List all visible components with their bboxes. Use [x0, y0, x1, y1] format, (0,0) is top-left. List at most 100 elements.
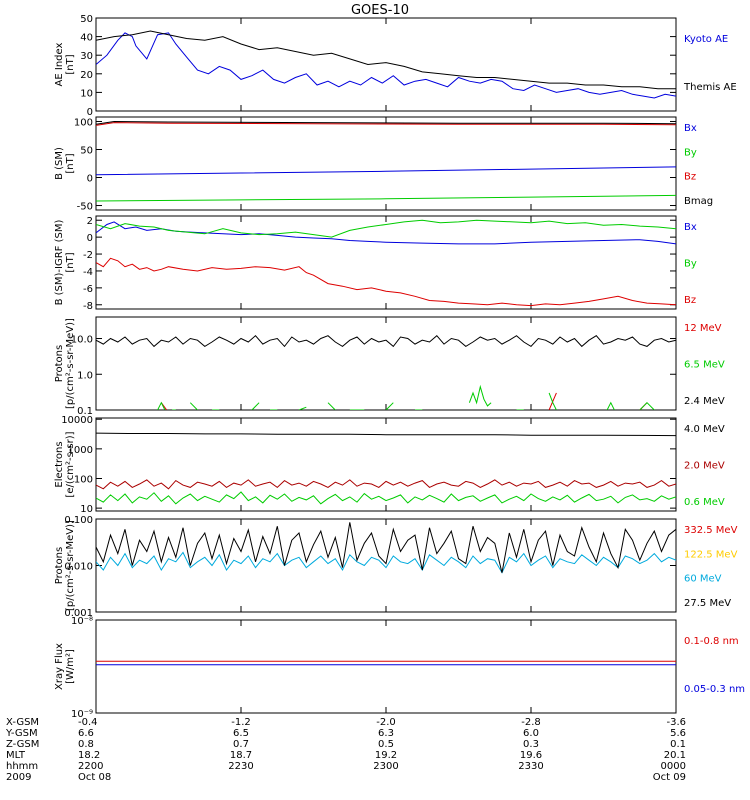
- y-tick-label: -6: [83, 284, 93, 295]
- y-axis-label: Xray Flux: [54, 643, 65, 690]
- y-tick-label: 30: [80, 51, 93, 62]
- y-axis-label: Protons: [54, 345, 65, 382]
- x-axis-value: 6.3: [378, 728, 394, 739]
- panel-frame: [95, 619, 677, 714]
- y-axis-label: AE Index: [54, 42, 65, 86]
- series-6-5-mev-line: [189, 402, 198, 410]
- x-axis-value: 6.6: [78, 728, 94, 739]
- x-axis-row-label: hhmm: [6, 761, 38, 772]
- series-group: [96, 660, 676, 666]
- legend-label: 2.4 MeV: [684, 396, 725, 407]
- x-axis-value: 2230: [228, 761, 253, 772]
- legend-label: 0.05-0.3 nm: [684, 684, 745, 695]
- x-axis-value: 18.7: [230, 750, 252, 761]
- panel-5: 10 100 1000 10000 Electrons [e/(cm²-s-sr)] 4.0…: [54, 415, 725, 515]
- series-kyoto-ae-line: [96, 32, 676, 99]
- legend-label: 122.5 MeV: [684, 549, 738, 560]
- x-axis-value: 0.8: [78, 739, 94, 750]
- y-axis-label: [e/(cm²-s-sr)]: [65, 431, 76, 497]
- plot-title: GOES-10: [351, 3, 409, 18]
- panel-frame: [95, 518, 677, 613]
- series-bx-line: [96, 166, 676, 176]
- legend-label: 12 MeV: [684, 323, 722, 334]
- y-tick-label: 0: [87, 107, 93, 118]
- x-axis-value: 2300: [373, 761, 398, 772]
- y-axis-label: [W/m²]: [65, 649, 76, 684]
- series-group: [96, 334, 676, 410]
- y-tick-label: 10: [80, 88, 93, 99]
- y-axis-label: [nT]: [65, 153, 76, 173]
- x-axis-value: 0.7: [233, 739, 249, 750]
- x-axis-value: -3.6: [666, 717, 686, 728]
- y-tick-label: 0.1: [77, 406, 93, 417]
- legend-label: Themis AE: [683, 82, 737, 93]
- x-axis-value: -2.0: [376, 717, 396, 728]
- series-group: [96, 120, 676, 202]
- series-group: [96, 219, 676, 307]
- y-tick-label: 0: [87, 174, 93, 185]
- x-axis-value: -2.8: [521, 717, 541, 728]
- x-axis-value: 0000: [661, 761, 686, 772]
- series-6-5-mev-line: [327, 402, 336, 410]
- y-tick-label: 1.0: [77, 370, 93, 381]
- series-2-4-mev-line: [96, 334, 676, 348]
- legend-label: Bmag: [684, 196, 713, 207]
- y-tick-label: 20: [80, 70, 93, 81]
- y-tick-label: 0.010: [64, 562, 93, 573]
- x-axis-value: 2330: [518, 761, 543, 772]
- panel-frame: [95, 17, 677, 112]
- y-tick-label: 1000: [68, 445, 93, 456]
- series-0-6-mev-line: [96, 491, 676, 505]
- x-axis-value: -1.2: [231, 717, 251, 728]
- legend-label: 60 MeV: [684, 574, 722, 585]
- panel-frame: [95, 316, 677, 411]
- legend-label: Bz: [684, 295, 696, 306]
- legend-label: 4.0 MeV: [684, 424, 725, 435]
- legend-label: 2.0 MeV: [684, 461, 725, 472]
- y-tick-label: 0.001: [64, 608, 93, 619]
- legend-label: 0.1-0.8 nm: [684, 636, 739, 647]
- series-6-5-mev-line: [251, 402, 260, 410]
- series-by-line: [96, 194, 676, 202]
- series-by-line: [96, 219, 676, 238]
- y-tick-label: 50: [80, 14, 93, 25]
- y-tick-label: 100: [74, 474, 93, 485]
- y-tick-label: -50: [77, 202, 93, 213]
- y-tick-label: 10: [80, 504, 93, 515]
- x-axis-table: X-GSM -0.4 -1.2 -2.0 -2.8 -3.6 Y-GSM 6.6 6.5 6.3 6…: [5, 717, 686, 783]
- y-tick-label: 10⁻⁹: [71, 709, 93, 720]
- series-6-5-mev-line: [548, 392, 557, 410]
- legend-label: 0.6 MeV: [684, 497, 725, 508]
- panel-7: 10⁻⁹ 10⁻⁸ Xray Flux [W/m²] 0.1-0.8 nm 0.05-0.…: [54, 616, 745, 720]
- series-bx-line: [96, 221, 676, 245]
- series-27-5-mev-line: [96, 522, 676, 573]
- y-axis-label: B (SM): [54, 147, 65, 180]
- y-tick-label: -4: [83, 267, 93, 278]
- x-axis-value: 2200: [78, 761, 103, 772]
- series-group: [96, 522, 676, 574]
- legend-label: By: [684, 259, 697, 270]
- x-axis-row-label: Z-GSM: [6, 739, 39, 750]
- series-4-0-mev-line: [96, 432, 676, 437]
- x-axis-value: 5.6: [670, 728, 686, 739]
- series-group: [96, 30, 676, 99]
- series-bmag-line: [96, 120, 676, 125]
- y-axis-label: [nT]: [65, 54, 76, 74]
- x-axis-value: 6.5: [233, 728, 249, 739]
- panel-frame: [95, 417, 677, 512]
- y-tick-label: 0: [87, 233, 93, 244]
- legend-label: By: [684, 147, 697, 158]
- panel-6: 0.001 0.010 0.100 Protons [p/(cm²-s-sr-MeV)]…: [54, 515, 738, 619]
- x-axis-row-label: 2009: [6, 772, 31, 783]
- y-axis-label: [p/(cm²-s-sr-MeV)]: [65, 318, 76, 409]
- series-6-5-mev-line: [298, 406, 307, 410]
- y-axis-label: B (SM)-IGRF (SM): [54, 220, 65, 306]
- y-axis-label: Protons: [54, 547, 65, 584]
- y-tick-label: -2: [83, 250, 93, 261]
- x-axis-value: 0.3: [523, 739, 539, 750]
- x-axis-value: -0.4: [78, 717, 98, 728]
- series-2-0-mev-line: [96, 479, 676, 490]
- series-6-5-mev-line: [639, 401, 655, 410]
